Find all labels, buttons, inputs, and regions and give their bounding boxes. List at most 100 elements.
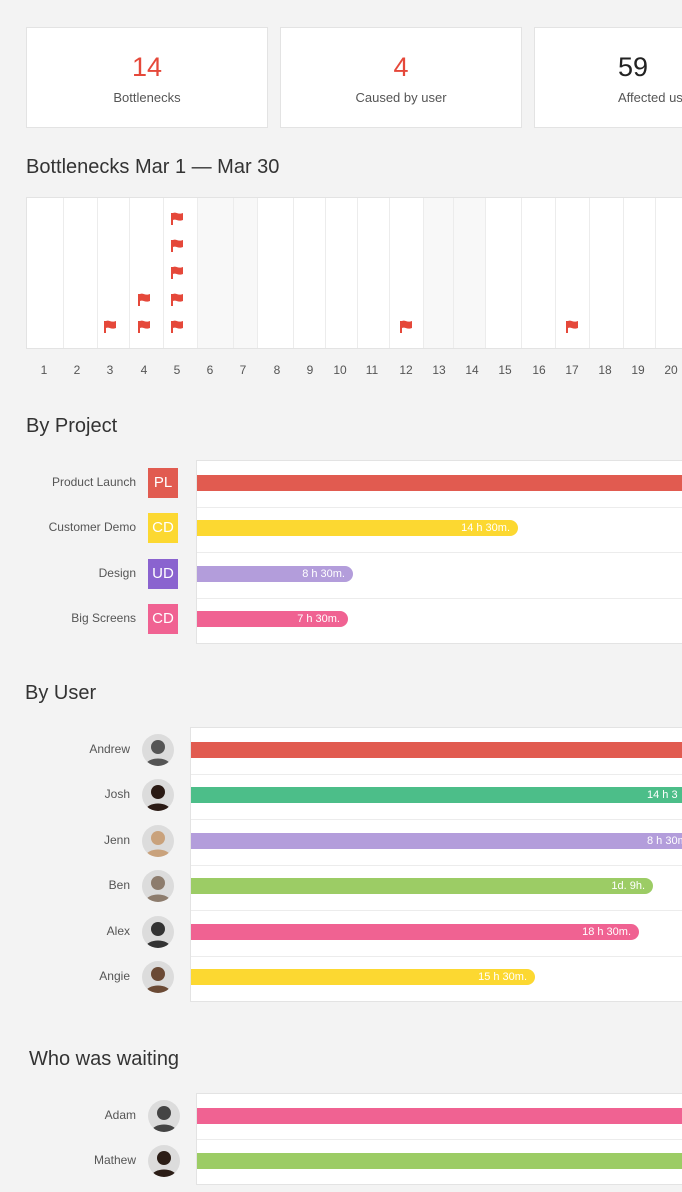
duration-bar[interactable] xyxy=(197,1107,682,1124)
row-label: Design xyxy=(98,565,136,580)
avatar[interactable] xyxy=(148,1099,180,1132)
duration-bar[interactable]: 14 h 30m. xyxy=(197,520,518,537)
avatar[interactable] xyxy=(142,824,174,857)
day-column-2[interactable] xyxy=(63,198,97,348)
day-column-9[interactable] xyxy=(293,198,325,348)
day-label: 18 xyxy=(598,363,612,377)
stat-value: 59 xyxy=(618,52,649,82)
row-label: Josh xyxy=(104,787,130,802)
project-badge: UD xyxy=(148,558,178,589)
stat-card-bottlenecks[interactable]: 14 Bottlenecks xyxy=(26,27,268,128)
row-divider xyxy=(197,506,682,508)
bottlenecks-title: Bottlenecks Mar 1 — Mar 30 xyxy=(26,156,280,178)
project-badge: PL xyxy=(148,467,178,498)
day-label: 7 xyxy=(239,363,247,377)
row-label: Customer Demo xyxy=(48,520,136,535)
day-column-5[interactable] xyxy=(163,198,197,348)
duration-bar[interactable]: 14 h 3 xyxy=(191,787,682,804)
day-label: 3 xyxy=(106,363,114,377)
stat-card-caused-by-user[interactable]: 4 Caused by user xyxy=(280,27,522,128)
day-column-13[interactable] xyxy=(423,198,453,348)
duration-bar[interactable]: 7 h 30m. xyxy=(197,611,348,628)
day-column-8[interactable] xyxy=(257,198,293,348)
day-column-7[interactable] xyxy=(233,198,257,348)
duration-bar[interactable]: 18 h 30m. xyxy=(191,923,639,940)
avatar[interactable] xyxy=(142,733,174,766)
avatar[interactable] xyxy=(142,961,174,994)
bottleneck-flag-icon[interactable] xyxy=(137,293,153,307)
day-column-14[interactable] xyxy=(453,198,485,348)
project-badge: CD xyxy=(148,513,178,544)
bottleneck-flag-icon[interactable] xyxy=(170,239,186,253)
by-user-title: By User xyxy=(25,682,97,704)
day-label: 17 xyxy=(565,363,579,377)
day-column-20[interactable] xyxy=(655,198,682,348)
day-column-16[interactable] xyxy=(521,198,555,348)
day-label: 1 xyxy=(40,363,48,377)
by-project-title: By Project xyxy=(26,415,118,437)
duration-bar[interactable]: 8 h 30m. xyxy=(191,832,682,849)
row-divider xyxy=(191,955,682,957)
avatar[interactable] xyxy=(142,870,174,903)
row-label: Adam xyxy=(104,1107,136,1122)
day-label: 20 xyxy=(664,363,678,377)
row-divider xyxy=(197,552,682,553)
stat-card-affected-us[interactable]: 59 Affected us xyxy=(534,27,682,128)
bottleneck-flag-icon[interactable] xyxy=(137,320,153,334)
day-column-12[interactable] xyxy=(389,198,423,348)
day-label: 2 xyxy=(73,363,81,377)
duration-bar[interactable] xyxy=(191,741,682,758)
day-column-11[interactable] xyxy=(357,198,389,348)
bottleneck-flag-icon[interactable] xyxy=(399,320,415,334)
stat-label: Caused by user xyxy=(355,90,447,105)
row-label: Angie xyxy=(99,969,130,984)
bottleneck-flag-icon[interactable] xyxy=(565,320,581,334)
bottleneck-flag-icon[interactable] xyxy=(170,266,186,280)
row-label: Big Screens xyxy=(71,611,136,626)
bottleneck-flag-icon[interactable] xyxy=(103,320,119,334)
duration-bar[interactable] xyxy=(197,474,682,491)
project-badge: CD xyxy=(148,604,178,635)
bar-panel xyxy=(190,727,682,1002)
stat-value: 14 xyxy=(131,52,163,82)
row-divider xyxy=(197,1139,682,1140)
stat-value: 4 xyxy=(393,52,409,82)
bottleneck-flag-icon[interactable] xyxy=(170,212,186,226)
who-waiting-title: Who was waiting xyxy=(29,1048,180,1070)
day-column-6[interactable] xyxy=(197,198,233,348)
day-label: 11 xyxy=(365,363,379,377)
row-label: Product Launch xyxy=(51,474,136,489)
duration-bar[interactable]: 8 h 30m. xyxy=(197,565,353,582)
row-label: Ben xyxy=(108,878,130,893)
day-column-3[interactable] xyxy=(97,198,129,348)
day-label: 14 xyxy=(465,363,479,377)
duration-bar[interactable]: 1d. 9h. xyxy=(191,878,653,895)
row-divider xyxy=(191,773,682,775)
stat-label: Affected us xyxy=(618,90,682,105)
day-column-4[interactable] xyxy=(129,198,163,348)
bottleneck-flag-icon[interactable] xyxy=(170,320,186,334)
day-label: 10 xyxy=(333,363,347,377)
duration-bar[interactable] xyxy=(197,1152,682,1169)
day-label: 6 xyxy=(206,363,214,377)
row-divider xyxy=(191,864,682,866)
row-divider xyxy=(197,597,682,599)
day-column-10[interactable] xyxy=(325,198,357,348)
day-column-15[interactable] xyxy=(485,198,521,348)
avatar[interactable] xyxy=(142,779,174,812)
day-column-19[interactable] xyxy=(623,198,655,348)
day-column-18[interactable] xyxy=(589,198,623,348)
row-label: Jenn xyxy=(103,832,130,847)
day-column-17[interactable] xyxy=(555,198,589,348)
day-label: 19 xyxy=(631,363,645,377)
duration-bar[interactable]: 15 h 30m. xyxy=(191,969,535,986)
avatar[interactable] xyxy=(148,1144,180,1177)
day-label: 5 xyxy=(173,363,181,377)
day-column-1[interactable] xyxy=(27,198,63,348)
day-label: 4 xyxy=(140,363,148,377)
bottleneck-flag-icon[interactable] xyxy=(170,293,186,307)
day-label: 9 xyxy=(306,363,314,377)
avatar[interactable] xyxy=(142,915,174,948)
row-divider xyxy=(191,819,682,820)
